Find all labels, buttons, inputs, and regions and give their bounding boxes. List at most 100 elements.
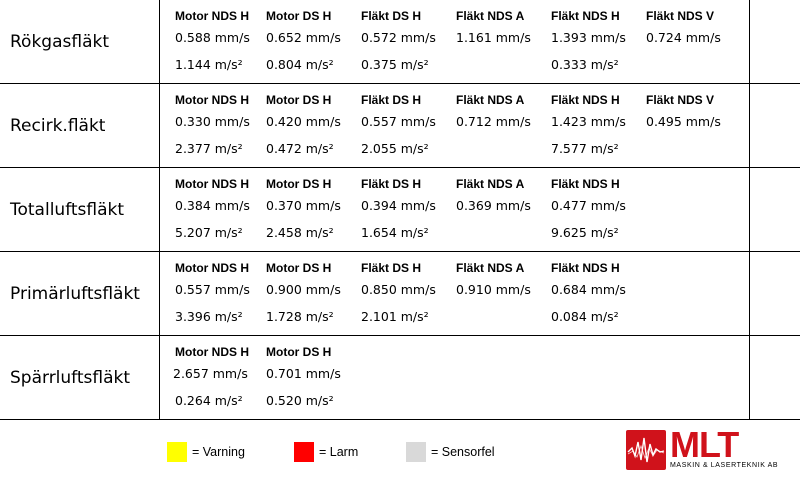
- sensor-name: Fläkt NDS A: [456, 9, 525, 23]
- sensor-velocity: 0.369 mm/s: [456, 198, 531, 213]
- sensor-name: Fläkt NDS V: [646, 9, 715, 23]
- legend-varning: = Varning: [167, 441, 245, 463]
- sensor-velocity: 1.161 mm/s: [456, 30, 531, 45]
- sensor-velocity: 0.394 mm/s: [361, 198, 436, 213]
- sensor-velocity: 0.557 mm/s: [361, 114, 436, 129]
- legend-label: = Larm: [319, 445, 359, 459]
- sensor-velocity: 0.652 mm/s: [266, 30, 341, 45]
- machine-title: Recirk.fläkt: [10, 116, 106, 136]
- sensor-cell[interactable]: Fläkt NDS A 1.161 mm/s: [456, 0, 548, 84]
- sensor-velocity: 0.701 mm/s: [266, 366, 341, 381]
- sensor-name: Motor NDS H: [175, 9, 249, 23]
- sensor-cell[interactable]: Motor NDS H 0.588 mm/s 1.144 m/s²: [175, 0, 267, 84]
- sensor-velocity: 0.850 mm/s: [361, 282, 436, 297]
- sensor-cell[interactable]: Motor NDS H 2.657 mm/s 0.264 m/s²: [173, 336, 265, 420]
- company-logo: MLT MASKIN & LASERTEKNIK AB: [626, 424, 791, 472]
- logo-letters: MLT: [670, 424, 739, 465]
- sensor-velocity: 1.393 mm/s: [551, 30, 626, 45]
- sensor-cell[interactable]: Motor DS H 0.370 mm/s 2.458 m/s²: [266, 168, 358, 252]
- sensor-name: Motor NDS H: [175, 261, 249, 275]
- sensor-name: Fläkt NDS A: [456, 261, 525, 275]
- sensor-name: Fläkt NDS H: [551, 93, 620, 107]
- sensor-acceleration: 1.654 m/s²: [361, 225, 429, 240]
- sensor-acceleration: 3.396 m/s²: [175, 309, 243, 324]
- sensor-name: Fläkt NDS H: [551, 9, 620, 23]
- column-divider: [749, 336, 750, 419]
- sensor-velocity: 0.420 mm/s: [266, 114, 341, 129]
- machine-overview-table: Rökgasfläkt Motor NDS H 0.588 mm/s 1.144 m…: [0, 0, 800, 420]
- column-divider: [159, 168, 160, 251]
- sensor-cell[interactable]: Fläkt NDS H 0.684 mm/s 0.084 m/s²: [551, 252, 643, 336]
- sensor-cell[interactable]: Fläkt NDS A 0.369 mm/s: [456, 168, 548, 252]
- machine-row-primarluftsflakt[interactable]: Primärluftsfläkt Motor NDS H 0.557 mm/s 3.…: [0, 252, 800, 336]
- sensor-acceleration: 2.377 m/s²: [175, 141, 243, 156]
- sensor-velocity: 0.384 mm/s: [175, 198, 250, 213]
- sensor-acceleration: 5.207 m/s²: [175, 225, 243, 240]
- sensor-velocity: 1.423 mm/s: [551, 114, 626, 129]
- sensor-cell[interactable]: Fläkt NDS V 0.495 mm/s: [646, 84, 738, 168]
- sensor-velocity: 0.330 mm/s: [175, 114, 250, 129]
- machine-row-recirkflakt[interactable]: Recirk.fläkt Motor NDS H 0.330 mm/s 2.377 …: [0, 84, 800, 168]
- machine-title: Totalluftsfläkt: [10, 200, 125, 220]
- sensor-cell[interactable]: Motor DS H 0.652 mm/s 0.804 m/s²: [266, 0, 358, 84]
- sensor-cell[interactable]: Fläkt NDS V 0.724 mm/s: [646, 0, 738, 84]
- sensor-name: Fläkt DS H: [361, 93, 422, 107]
- sensor-acceleration: 0.375 m/s²: [361, 57, 429, 72]
- sensor-cell[interactable]: Motor NDS H 0.384 mm/s 5.207 m/s²: [175, 168, 267, 252]
- column-divider: [159, 0, 160, 83]
- sensor-cell[interactable]: Fläkt NDS A 0.712 mm/s: [456, 84, 548, 168]
- sensor-acceleration: 0.264 m/s²: [175, 393, 243, 408]
- sensor-acceleration: 0.333 m/s²: [551, 57, 619, 72]
- column-divider: [159, 336, 160, 419]
- sensor-acceleration: 0.084 m/s²: [551, 309, 619, 324]
- logo-subtitle: MASKIN & LASERTEKNIK AB: [670, 462, 779, 469]
- machine-row-totalluftsflakt[interactable]: Totalluftsfläkt Motor NDS H 0.384 mm/s 5.2…: [0, 168, 800, 252]
- sensor-velocity: 0.370 mm/s: [266, 198, 341, 213]
- sensor-name: Fläkt DS H: [361, 177, 422, 191]
- sensor-cell[interactable]: Motor NDS H 0.330 mm/s 2.377 m/s²: [175, 84, 267, 168]
- machine-row-rokgasflakt[interactable]: Rökgasfläkt Motor NDS H 0.588 mm/s 1.144 m…: [0, 0, 800, 84]
- sensor-velocity: 0.684 mm/s: [551, 282, 626, 297]
- sensor-cell[interactable]: Fläkt DS H 0.572 mm/s 0.375 m/s²: [361, 0, 453, 84]
- waveform-logo-icon: [626, 430, 666, 470]
- sensor-velocity: 2.657 mm/s: [173, 366, 248, 381]
- sensor-velocity: 0.588 mm/s: [175, 30, 250, 45]
- machine-title: Rökgasfläkt: [10, 32, 109, 52]
- sensor-cell[interactable]: Fläkt NDS A 0.910 mm/s: [456, 252, 548, 336]
- sensor-acceleration: 1.728 m/s²: [266, 309, 334, 324]
- sensor-acceleration: 2.458 m/s²: [266, 225, 334, 240]
- sensor-velocity: 0.557 mm/s: [175, 282, 250, 297]
- sensor-name: Fläkt NDS A: [456, 93, 525, 107]
- sensor-cell[interactable]: Fläkt NDS H 0.477 mm/s 9.625 m/s²: [551, 168, 643, 252]
- sensor-acceleration: 0.520 m/s²: [266, 393, 334, 408]
- sensor-name: Motor NDS H: [175, 93, 249, 107]
- legend-swatch-larm: [294, 442, 314, 462]
- sensor-cell[interactable]: Fläkt DS H 0.394 mm/s 1.654 m/s²: [361, 168, 453, 252]
- sensor-name: Fläkt DS H: [361, 261, 422, 275]
- legend-swatch-sensorfel: [406, 442, 426, 462]
- sensor-name: Fläkt NDS V: [646, 93, 715, 107]
- sensor-cell[interactable]: Fläkt NDS H 1.393 mm/s 0.333 m/s²: [551, 0, 643, 84]
- sensor-velocity: 0.712 mm/s: [456, 114, 531, 129]
- column-divider: [159, 252, 160, 335]
- sensor-cell[interactable]: Motor DS H 0.420 mm/s 0.472 m/s²: [266, 84, 358, 168]
- sensor-cell[interactable]: Motor DS H 0.900 mm/s 1.728 m/s²: [266, 252, 358, 336]
- sensor-cell[interactable]: Motor DS H 0.701 mm/s 0.520 m/s²: [266, 336, 358, 420]
- sensor-cell[interactable]: Fläkt NDS H 1.423 mm/s 7.577 m/s²: [551, 84, 643, 168]
- machine-title: Spärrluftsfläkt: [10, 368, 131, 388]
- sensor-name: Fläkt NDS H: [551, 261, 620, 275]
- sensor-name: Motor NDS H: [175, 177, 249, 191]
- column-divider: [749, 84, 750, 167]
- legend-swatch-varning: [167, 442, 187, 462]
- sensor-acceleration: 7.577 m/s²: [551, 141, 619, 156]
- sensor-cell[interactable]: Fläkt DS H 0.850 mm/s 2.101 m/s²: [361, 252, 453, 336]
- sensor-cell[interactable]: Motor NDS H 0.557 mm/s 3.396 m/s²: [175, 252, 267, 336]
- sensor-name: Fläkt DS H: [361, 9, 422, 23]
- sensor-name: Motor NDS H: [175, 345, 249, 359]
- sensor-cell[interactable]: Fläkt DS H 0.557 mm/s 2.055 m/s²: [361, 84, 453, 168]
- sensor-name: Motor DS H: [266, 93, 332, 107]
- sensor-velocity: 0.910 mm/s: [456, 282, 531, 297]
- sensor-acceleration: 0.472 m/s²: [266, 141, 334, 156]
- machine-row-sparrluftsflakt[interactable]: Spärrluftsfläkt Motor NDS H 2.657 mm/s 0.2…: [0, 336, 800, 420]
- column-divider: [749, 0, 750, 83]
